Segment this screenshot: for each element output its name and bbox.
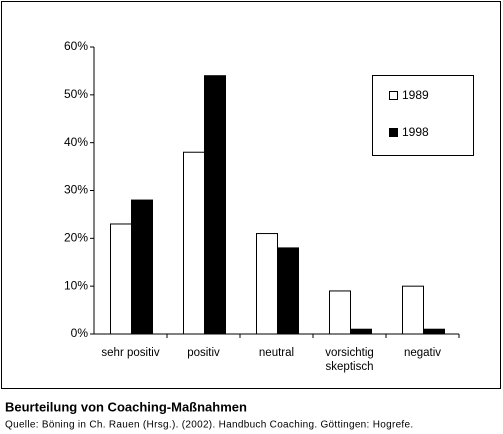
x-tick-label: vorsichtig skeptisch: [325, 347, 374, 373]
chart-title: Beurteilung von Coaching-Maßnahmen: [5, 399, 247, 414]
chart-frame: [1, 1, 501, 389]
x-tick-label: negativ: [403, 347, 442, 359]
legend-label: 1998: [402, 125, 429, 139]
bar: [110, 223, 132, 335]
y-tick-label: 30%: [64, 183, 88, 197]
y-tick-label: 40%: [64, 135, 88, 149]
x-tick-label: neutral: [258, 347, 295, 359]
x-tick-label: sehr positiv: [101, 347, 160, 359]
x-tick-label: positiv: [187, 347, 220, 359]
bar: [402, 285, 424, 335]
legend-box: [372, 75, 474, 156]
y-tick-label: 0%: [71, 326, 89, 340]
bar: [183, 151, 205, 335]
bar: [131, 199, 153, 335]
bar: [423, 328, 445, 335]
legend-swatch: [389, 128, 398, 137]
bar: [329, 290, 351, 335]
y-tick-label: 10%: [64, 278, 88, 292]
y-tick-label: 50%: [64, 87, 88, 101]
bar: [277, 247, 299, 335]
bar: [204, 75, 226, 335]
source-note: Quelle: Böning in Ch. Rauen (Hrsg.). (20…: [5, 420, 413, 431]
legend-label: 1989: [402, 88, 429, 102]
y-tick-label: 60%: [64, 39, 88, 53]
bar: [350, 328, 372, 335]
legend-swatch: [389, 91, 398, 100]
y-tick-label: 20%: [64, 231, 88, 245]
bar: [256, 233, 278, 335]
